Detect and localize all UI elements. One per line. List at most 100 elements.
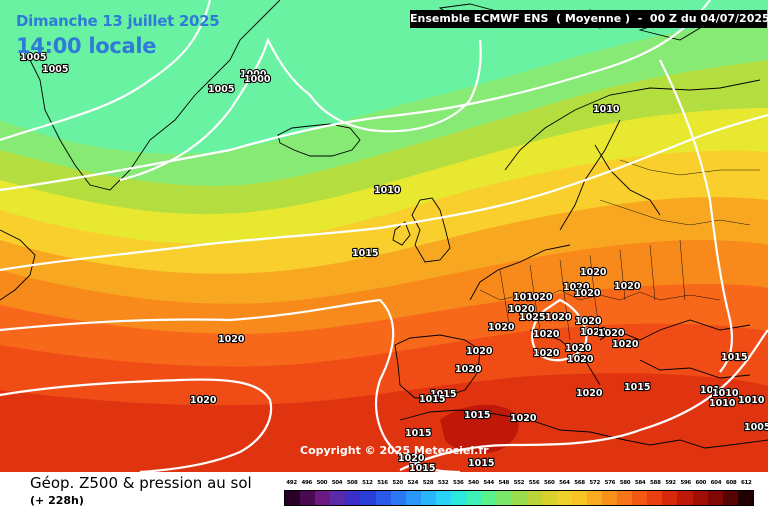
isobar-label: 101 <box>700 385 720 396</box>
scale-value-536: 536 <box>453 480 464 486</box>
scale-value-612: 612 <box>740 480 752 486</box>
scale-swatch-592 <box>662 491 678 505</box>
geopotential-color-bands <box>0 0 768 472</box>
isobar-label: 1005 <box>42 64 68 75</box>
scale-value-568: 568 <box>574 480 585 486</box>
isobar-label: 1015 <box>721 352 747 363</box>
scale-swatch-496 <box>300 491 316 505</box>
scale-value-508: 508 <box>346 480 358 486</box>
scale-swatch-612 <box>737 491 753 505</box>
scale-swatch-516 <box>375 491 391 505</box>
north-africa-coast <box>399 409 768 449</box>
forecast-date: Dimanche 13 juillet 2025 <box>16 12 220 30</box>
isobar-label: 1005 <box>20 52 46 63</box>
isobar-label: 1015 <box>464 410 490 421</box>
scale-value-592: 592 <box>665 480 676 486</box>
scale-value-588: 588 <box>650 480 661 486</box>
scale-swatch-600 <box>692 491 708 505</box>
color-scale-swatches <box>284 490 754 506</box>
scale-value-520: 520 <box>392 480 403 486</box>
isobar-label: 1015 <box>352 248 378 259</box>
isobar-label: 1000 <box>244 74 271 85</box>
isobar-label: 1020 <box>576 388 603 399</box>
scale-swatch-544 <box>481 491 497 505</box>
scale-swatch-596 <box>677 491 693 505</box>
isobar-label: 1010 <box>738 395 765 406</box>
scale-value-540: 540 <box>468 480 479 486</box>
map-parameter-title: Géop. Z500 & pression au sol <box>30 474 252 492</box>
scale-value-524: 524 <box>407 480 419 486</box>
scale-swatch-504 <box>330 491 346 505</box>
scale-value-596: 596 <box>680 480 691 486</box>
scale-swatch-540 <box>466 491 482 505</box>
isobar-label: 1015 <box>409 463 435 472</box>
isobar-label: 1020 <box>218 334 245 345</box>
scale-swatch-524 <box>405 491 421 505</box>
isobar-label: 101 <box>513 292 533 303</box>
scale-value-564: 564 <box>559 480 570 486</box>
scale-value-584: 584 <box>634 480 646 486</box>
scale-swatch-580 <box>617 491 633 505</box>
forecast-map: 1005100510051000100010101010101510201020… <box>0 0 768 472</box>
scale-swatch-552 <box>511 491 527 505</box>
isobars <box>0 0 768 472</box>
scale-value-600: 600 <box>695 480 707 486</box>
isobar-label: 1025 <box>519 312 545 323</box>
scale-swatch-604 <box>707 491 723 505</box>
isobar-label: 1020 <box>510 413 537 424</box>
scale-swatch-512 <box>360 491 376 505</box>
scale-value-512: 512 <box>362 480 373 486</box>
scale-swatch-508 <box>345 491 361 505</box>
color-scale-legend: 492 496 500 504 508 512 516 520 524 528 532 536 540 5… <box>284 480 754 510</box>
isobar-labels: 1005100510051000100010101010101510201020… <box>19 51 768 472</box>
europe-coast <box>469 244 751 386</box>
scale-value-580: 580 <box>619 480 631 486</box>
isobar-label: 1020 <box>580 327 607 338</box>
isobar-label: 1010 <box>712 388 739 399</box>
scale-swatch-548 <box>496 491 512 505</box>
isobar-label: 1015 <box>430 389 456 400</box>
scale-value-532: 532 <box>437 480 449 486</box>
isobar-label: 1015 <box>405 428 431 439</box>
scale-value-572: 572 <box>589 480 600 486</box>
scale-value-492: 492 <box>286 480 297 486</box>
scale-swatch-520 <box>390 491 406 505</box>
isobar-label: 1005 <box>208 84 234 95</box>
scale-value-552: 552 <box>513 480 525 486</box>
scale-value-496: 496 <box>301 480 313 486</box>
scale-swatch-568 <box>571 491 587 505</box>
scale-swatch-572 <box>586 491 602 505</box>
scale-value-560: 560 <box>543 480 555 486</box>
isobar-label: 1020 <box>455 364 482 375</box>
geopotential-band-10 <box>440 404 519 454</box>
isobar-label: 1000 <box>240 69 267 80</box>
isobar-label: 1015 <box>624 382 650 393</box>
isobar-label: 1020 <box>614 281 641 292</box>
scale-value-604: 604 <box>710 480 722 486</box>
scale-swatch-500 <box>315 491 331 505</box>
scale-swatch-536 <box>451 491 467 505</box>
scale-value-516: 516 <box>377 480 388 486</box>
geopotential-band-9 <box>0 373 768 472</box>
isobar-label: 1020 <box>567 354 594 365</box>
scale-swatch-588 <box>647 491 663 505</box>
isobar-label: 1010 <box>709 398 736 409</box>
scale-swatch-608 <box>722 491 738 505</box>
isobar-label: 1020 <box>488 322 515 333</box>
scale-swatch-576 <box>601 491 618 505</box>
isobar-label: 1020 <box>398 453 425 464</box>
isobar-label: 1020 <box>533 348 560 359</box>
isobar-label: 1005 <box>744 422 768 433</box>
isobar-label: 1020 <box>533 329 560 340</box>
scale-value-548: 548 <box>498 480 510 486</box>
copyright-notice: Copyright © 2025 Meteociel.fr <box>300 444 489 457</box>
forecast-local-time: 14:00 locale <box>16 34 157 58</box>
scale-value-528: 528 <box>422 480 434 486</box>
isobar-label: 1020 <box>575 316 602 327</box>
isobar-label: 1020 <box>574 288 601 299</box>
scale-swatch-564 <box>556 491 572 505</box>
color-scale-values: 492 496 500 504 508 512 516 520 524 528 532 536 540 5… <box>284 480 754 490</box>
isobar-label: 1010 <box>593 104 620 115</box>
iberia-coast <box>394 334 481 399</box>
